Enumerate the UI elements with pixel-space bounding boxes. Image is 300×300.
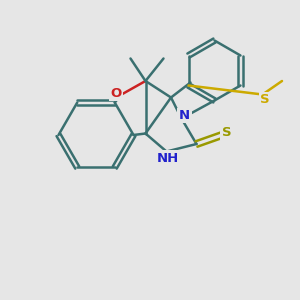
Text: S: S bbox=[222, 125, 231, 139]
Text: O: O bbox=[110, 86, 122, 100]
Text: NH: NH bbox=[157, 152, 179, 165]
Text: S: S bbox=[260, 93, 270, 106]
Text: N: N bbox=[179, 109, 190, 122]
